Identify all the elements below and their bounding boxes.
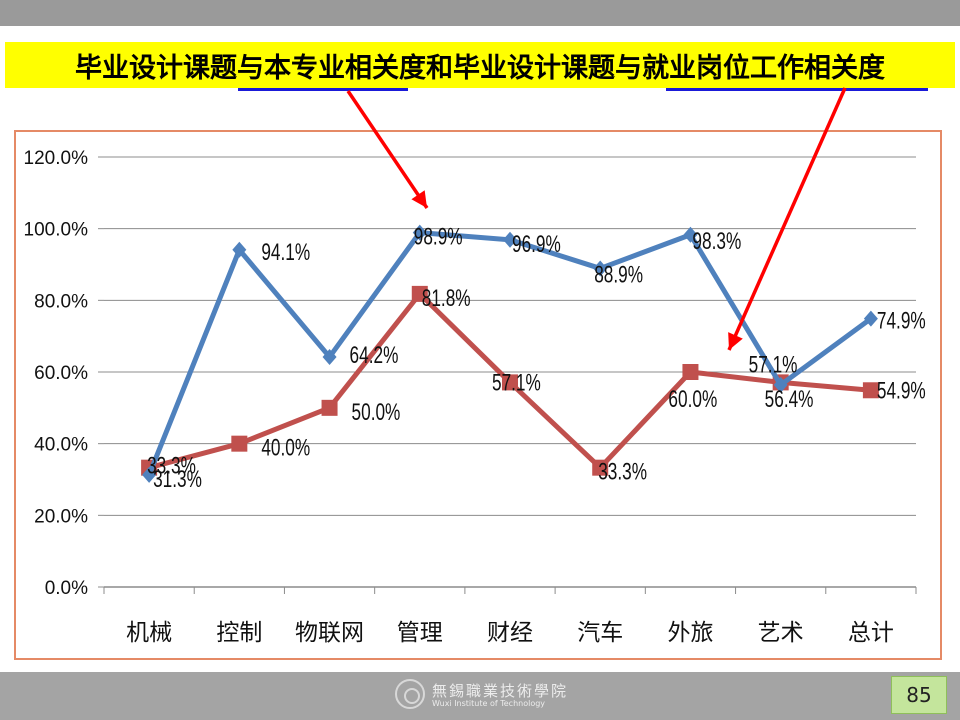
x-tick-label: 物联网 — [295, 620, 364, 646]
y-tick-label: 120.0% — [24, 148, 89, 169]
x-tick-label: 管理 — [397, 620, 443, 646]
x-tick-label: 总计 — [848, 620, 894, 646]
title-underline-right — [666, 88, 928, 91]
title-underline-left — [238, 88, 408, 91]
school-name-en: Wuxi Institute of Technology — [432, 699, 546, 708]
series-2-point — [231, 435, 248, 452]
series-1-point — [142, 466, 157, 483]
data-label-series-1: 31.3% — [153, 466, 202, 492]
data-label-series-2: 33.3% — [598, 459, 647, 485]
data-label-series-1: 88.9% — [594, 262, 643, 288]
data-label-series-2: 60.0% — [668, 386, 717, 412]
series-2-point — [682, 364, 699, 380]
y-tick-label: 80.0% — [34, 291, 88, 312]
top-bar — [0, 0, 960, 26]
page-number: 85 — [891, 676, 947, 714]
data-label-series-1: 64.2% — [350, 342, 399, 368]
school-name-cn: 無錫職業技術學院 — [432, 682, 569, 700]
series-1-point — [322, 348, 337, 365]
annotation-arrow-left — [346, 90, 429, 209]
data-label-series-1: 98.9% — [414, 224, 463, 250]
x-tick-label: 汽车 — [577, 620, 623, 646]
x-tick-label: 控制 — [216, 620, 262, 646]
series-1-point — [773, 376, 788, 393]
series-2-point — [321, 399, 338, 416]
annotation-arrow-left-head — [411, 190, 427, 208]
series-1-point — [863, 310, 878, 327]
x-tick-label: 机械 — [126, 620, 172, 646]
annotation-arrow-right-head — [728, 332, 743, 350]
series-2-point — [592, 459, 609, 476]
y-tick-label: 40.0% — [34, 435, 88, 456]
annotation-arrow-right — [727, 87, 847, 351]
y-tick-label: 100.0% — [24, 220, 89, 241]
y-tick-label: 20.0% — [34, 506, 88, 527]
title-banner: 毕业设计课题与本专业相关度和毕业设计课题与就业岗位工作相关度 — [5, 42, 955, 88]
data-label-series-2: 57.1% — [492, 370, 541, 396]
school-logo — [395, 679, 425, 709]
slide-title: 毕业设计课题与本专业相关度和毕业设计课题与就业岗位工作相关度 — [75, 52, 885, 84]
x-tick-label: 财经 — [487, 620, 533, 646]
data-label-series-2: 81.8% — [422, 285, 471, 311]
series-1-point — [503, 231, 517, 248]
x-tick-label: 艺术 — [758, 620, 804, 646]
x-tick-label: 外旅 — [667, 620, 713, 646]
data-label-series-1: 74.9% — [877, 308, 926, 334]
data-label-series-1: 94.1% — [261, 239, 310, 265]
series-2-point — [862, 382, 879, 399]
data-label-series-2: 50.0% — [352, 399, 401, 425]
series-2-point — [411, 285, 428, 302]
y-tick-label: 0.0% — [45, 578, 88, 599]
series-1-point — [232, 241, 247, 258]
series-1-point — [683, 226, 698, 243]
y-tick-label: 60.0% — [34, 363, 88, 384]
footer-bar — [0, 672, 960, 720]
data-label-series-2: 54.9% — [877, 378, 926, 404]
data-label-series-1: 98.3% — [692, 228, 741, 254]
series-2-point — [502, 374, 518, 391]
series-1-point — [593, 260, 608, 277]
data-label-series-2: 57.1% — [749, 352, 798, 378]
data-label-series-1: 96.9% — [512, 231, 561, 257]
data-label-series-2: 33.3% — [147, 453, 196, 479]
data-label-series-1: 56.4% — [765, 386, 814, 412]
series-1-point — [412, 224, 427, 241]
data-label-series-2: 40.0% — [261, 435, 310, 461]
